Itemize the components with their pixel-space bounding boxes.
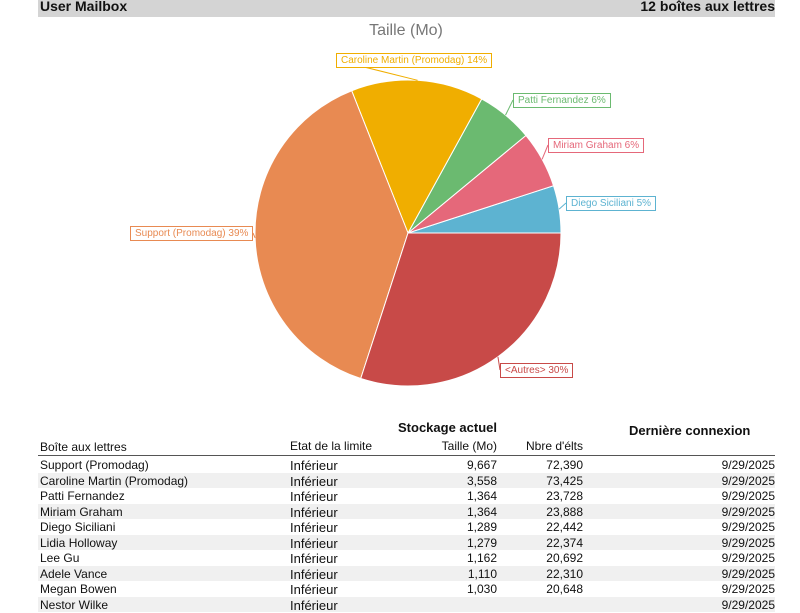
limit-state: Inférieur bbox=[290, 458, 338, 473]
table-row: Lidia Holloway Inférieur 1,279 22,374 9/29/2… bbox=[38, 534, 775, 551]
group-header-storage: Stockage actuel bbox=[398, 420, 497, 435]
table-row: Diego Siciliani Inférieur 1,289 22,442 9/29/… bbox=[38, 519, 775, 535]
last-login: 9/29/2025 bbox=[721, 566, 775, 581]
size-mb: 1,110 bbox=[467, 566, 497, 581]
last-login: 9/29/2025 bbox=[721, 489, 775, 503]
slice-label: Miriam Graham 6% bbox=[548, 138, 645, 153]
col-header-size: Taille (Mo) bbox=[441, 439, 497, 453]
last-login: 9/29/2025 bbox=[721, 551, 775, 565]
leader-line bbox=[505, 99, 514, 116]
slice-label: <Autres> 30% bbox=[500, 363, 574, 378]
size-mb: 9,667 bbox=[466, 458, 497, 472]
pie-chart bbox=[252, 59, 567, 387]
pie-slice bbox=[254, 90, 409, 380]
size-mb: 1,364 bbox=[466, 489, 497, 503]
limit-state: Inférieur bbox=[290, 520, 338, 535]
size-mb: 1,279 bbox=[466, 535, 497, 550]
size-mb: 1,289 bbox=[466, 520, 497, 534]
limit-state: Inférieur bbox=[290, 535, 338, 551]
report-header: User Mailbox 12 boîtes aux lettres bbox=[38, 0, 775, 17]
leader-line bbox=[541, 144, 549, 160]
last-login: 9/29/2025 bbox=[721, 520, 775, 534]
mailbox-name: Diego Siciliani bbox=[40, 520, 116, 534]
last-login: 9/29/2025 bbox=[721, 535, 775, 550]
limit-state: Inférieur bbox=[290, 551, 338, 566]
limit-state: Inférieur bbox=[290, 489, 338, 504]
item-count: 23,728 bbox=[546, 489, 583, 503]
size-mb: 1,162 bbox=[466, 551, 497, 565]
slice-label: Diego Siciliani 5% bbox=[566, 196, 657, 211]
mailbox-name: Adele Vance bbox=[40, 566, 108, 581]
item-count: 72,390 bbox=[546, 458, 583, 472]
table-row: Miriam Graham Inférieur 1,364 23,888 9/29/20… bbox=[38, 503, 775, 520]
col-header-limit: Etat de la limite bbox=[290, 439, 373, 453]
size-mb: 1,364 bbox=[466, 504, 497, 519]
table-row: Nestor Wilke Inférieur 9/29/2025 bbox=[38, 596, 775, 613]
col-header-items: Nbre d'élts bbox=[526, 439, 583, 453]
slice-label: Caroline Martin (Promodag) 14% bbox=[336, 53, 493, 68]
mailbox-count: 12 boîtes aux lettres bbox=[640, 0, 775, 14]
last-login: 9/29/2025 bbox=[721, 458, 775, 472]
item-count: 22,310 bbox=[546, 566, 583, 581]
mailbox-name: Miriam Graham bbox=[40, 504, 123, 519]
item-count: 73,425 bbox=[546, 473, 583, 488]
item-count: 22,374 bbox=[546, 535, 583, 550]
size-mb: 3,558 bbox=[466, 473, 497, 488]
item-count: 20,692 bbox=[546, 551, 583, 565]
leader-line bbox=[497, 356, 501, 371]
size-mb: 1,030 bbox=[466, 582, 497, 596]
mailbox-name: Caroline Martin (Promodag) bbox=[40, 473, 189, 488]
mailbox-name: Patti Fernandez bbox=[40, 489, 125, 503]
table-row: Lee Gu Inférieur 1,162 20,692 9/29/2025 bbox=[38, 550, 775, 566]
table-row: Support (Promodag) Inférieur 9,667 72,390 9/… bbox=[38, 457, 775, 473]
mailbox-name: Lee Gu bbox=[40, 551, 80, 565]
report-title: User Mailbox bbox=[40, 0, 128, 14]
mailbox-name: Support (Promodag) bbox=[40, 458, 149, 472]
table-row: Adele Vance Inférieur 1,110 22,310 9/29/2025 bbox=[38, 565, 775, 582]
slice-label: Support (Promodag) 39% bbox=[130, 226, 254, 241]
limit-state: Inférieur bbox=[290, 504, 338, 520]
table-row: Megan Bowen Inférieur 1,030 20,648 9/29/2025 bbox=[38, 581, 775, 597]
limit-state: Inférieur bbox=[290, 582, 338, 597]
header-divider bbox=[38, 455, 775, 456]
last-login: 9/29/2025 bbox=[721, 504, 775, 519]
limit-state: Inférieur bbox=[290, 473, 338, 489]
limit-state: Inférieur bbox=[290, 566, 338, 582]
item-count: 22,442 bbox=[546, 520, 583, 534]
item-count: 23,888 bbox=[546, 504, 583, 519]
col-header-mailbox: Boîte aux lettres bbox=[40, 440, 127, 454]
mailbox-name: Megan Bowen bbox=[40, 582, 117, 596]
slice-label: Patti Fernandez 6% bbox=[513, 93, 611, 108]
item-count: 20,648 bbox=[546, 582, 583, 596]
last-login: 9/29/2025 bbox=[721, 582, 775, 596]
chart-title: Taille (Mo) bbox=[369, 22, 443, 39]
leader-line bbox=[558, 202, 567, 210]
last-login: 9/29/2025 bbox=[721, 473, 775, 488]
group-header-login: Dernière connexion bbox=[629, 423, 751, 438]
table-row: Caroline Martin (Promodag) Inférieur 3,558… bbox=[38, 472, 775, 489]
table-row: Patti Fernandez Inférieur 1,364 23,728 9/29/… bbox=[38, 488, 775, 504]
mailbox-name: Lidia Holloway bbox=[40, 535, 118, 550]
